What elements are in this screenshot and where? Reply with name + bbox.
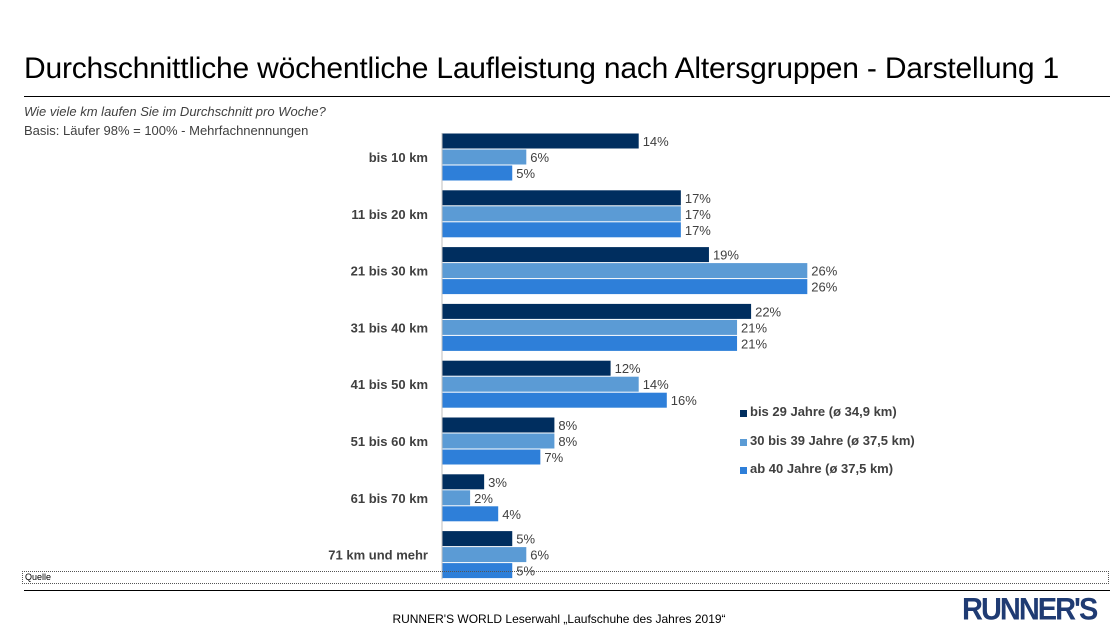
- category-label: 31 bis 40 km: [351, 320, 428, 335]
- data-label: 17%: [685, 207, 711, 222]
- runners-world-logo: RUNNER'S: [962, 592, 1098, 628]
- legend-swatch-series-2: [740, 439, 747, 446]
- basis-note: Basis: Läufer 98% = 100% - Mehrfachnennu…: [24, 123, 309, 138]
- category-label: 41 bis 50 km: [351, 377, 428, 392]
- data-label: 26%: [811, 264, 837, 279]
- bar: [442, 376, 639, 392]
- data-label: 22%: [755, 304, 781, 319]
- bar: [442, 133, 639, 149]
- data-label: 7%: [544, 450, 563, 465]
- category-label: 11 bis 20 km: [351, 207, 428, 222]
- source-label: Quelle: [25, 572, 52, 582]
- category-label: 71 km und mehr: [328, 548, 428, 563]
- footer-divider: [24, 590, 1110, 591]
- bar: [442, 392, 667, 408]
- source-box: [22, 571, 1109, 584]
- bar: [442, 449, 541, 465]
- bar: [442, 547, 527, 563]
- data-label: 8%: [558, 418, 577, 433]
- bar: [442, 563, 513, 579]
- data-label: 14%: [643, 134, 669, 149]
- data-label: 5%: [516, 532, 535, 547]
- data-label: 2%: [474, 491, 493, 506]
- category-label: 51 bis 60 km: [351, 434, 428, 449]
- bar: [442, 417, 555, 433]
- data-label: 26%: [811, 280, 837, 295]
- data-label: 8%: [558, 434, 577, 449]
- data-label: 5%: [516, 166, 535, 181]
- bar: [442, 149, 527, 165]
- chart-subtitle: Wie viele km laufen Sie im Durchschnitt …: [24, 104, 326, 119]
- data-label: 21%: [741, 320, 767, 335]
- bar: [442, 303, 752, 319]
- bar: [442, 490, 471, 506]
- bar: [442, 279, 808, 295]
- data-label: 19%: [713, 248, 739, 263]
- data-label: 17%: [685, 223, 711, 238]
- category-label: 21 bis 30 km: [351, 264, 428, 279]
- legend-swatch-series-3: [740, 467, 747, 474]
- category-label: bis 10 km: [369, 150, 428, 165]
- bar: [442, 319, 738, 335]
- title-divider: [24, 96, 1110, 97]
- bar: [442, 165, 513, 181]
- data-label: 17%: [685, 191, 711, 206]
- legend-label-series-3: ab 40 Jahre (ø 37,5 km): [750, 461, 894, 476]
- data-label: 12%: [615, 361, 641, 376]
- legend-label-series-1: bis 29 Jahre (ø 34,9 km): [750, 404, 897, 419]
- bar: [442, 474, 485, 490]
- bar: [442, 335, 738, 351]
- bar: [442, 506, 499, 522]
- footer-text: RUNNER'S WORLD Leserwahl „Laufschuhe des…: [392, 612, 726, 626]
- bar: [442, 247, 709, 263]
- data-label: 21%: [741, 336, 767, 351]
- data-label: 14%: [643, 377, 669, 392]
- bar: [442, 222, 681, 238]
- chart-title: Durchschnittliche wöchentliche Laufleist…: [24, 52, 1060, 85]
- data-label: 16%: [671, 393, 697, 408]
- legend-swatch-series-1: [740, 410, 747, 417]
- data-label: 4%: [502, 507, 521, 522]
- data-label: 6%: [530, 548, 549, 563]
- bar: [442, 206, 681, 222]
- bar: [442, 360, 611, 376]
- data-label: 6%: [530, 150, 549, 165]
- category-label: 61 bis 70 km: [351, 491, 428, 506]
- bar: [442, 531, 513, 547]
- bar: [442, 433, 555, 449]
- bar: [442, 190, 681, 206]
- data-label: 3%: [488, 475, 507, 490]
- bar: [442, 263, 808, 279]
- legend-label-series-2: 30 bis 39 Jahre (ø 37,5 km): [750, 433, 915, 448]
